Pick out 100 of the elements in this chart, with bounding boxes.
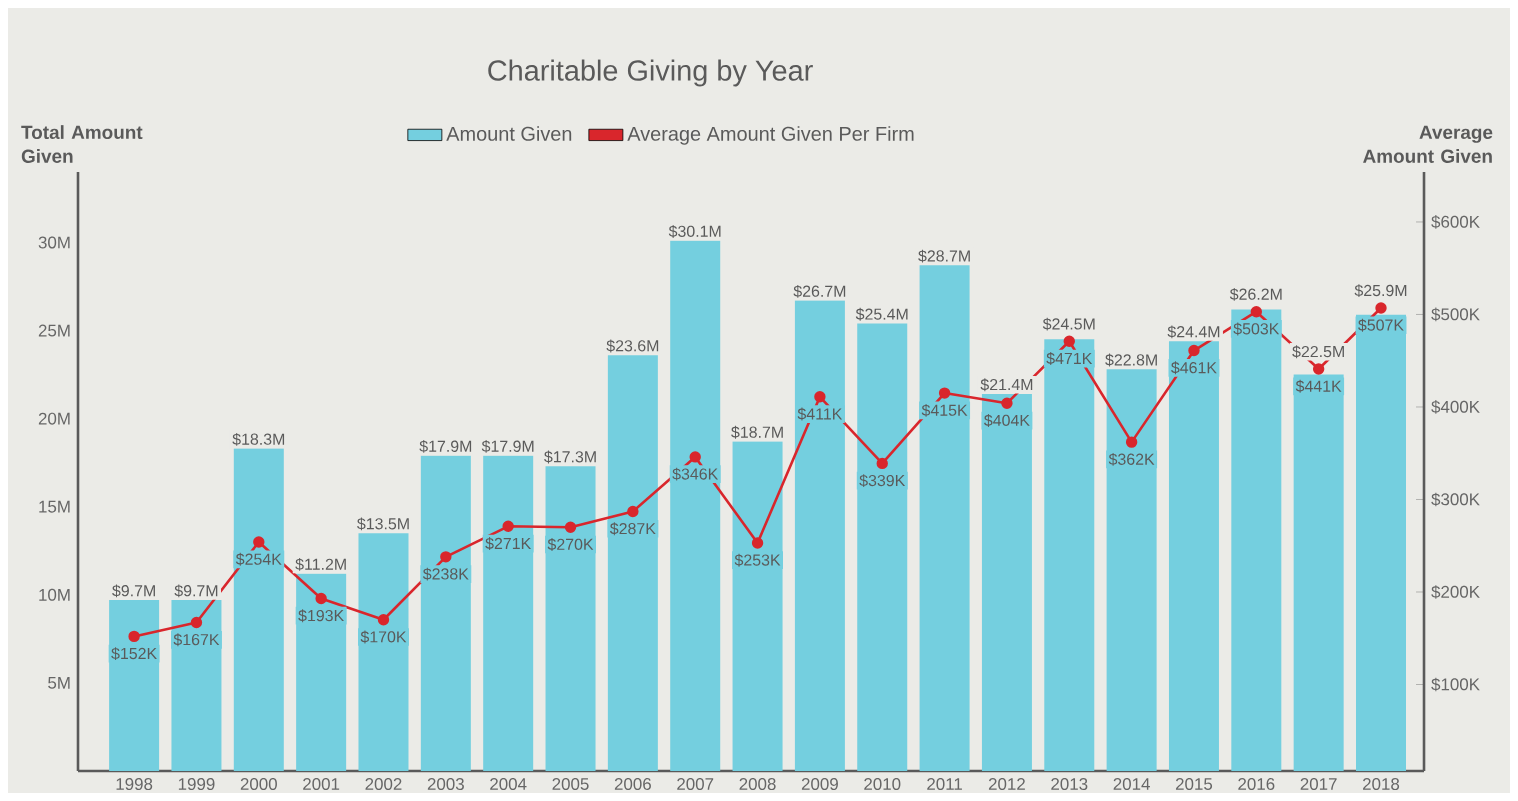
data-label: $271K: [485, 537, 532, 550]
x-tick-label: 1998: [116, 778, 153, 791]
x-tick-label: 2007: [677, 778, 714, 791]
bar: [607, 355, 658, 771]
data-label: $404K: [984, 414, 1030, 427]
data-label: $415K: [921, 403, 968, 417]
point: [190, 616, 203, 629]
bar: [1168, 341, 1219, 771]
data-label: $26.7M: [793, 284, 846, 298]
bar: [420, 455, 471, 771]
bar: [981, 393, 1032, 771]
y2-tick-label: $100K: [1431, 677, 1480, 692]
y-axis-title: Total Amount Given: [21, 125, 143, 163]
data-label: $13.5M: [357, 517, 409, 531]
x-tick-label: 2009: [801, 778, 838, 791]
point: [1250, 305, 1263, 318]
data-label: $339K: [859, 474, 906, 488]
point: [128, 630, 140, 643]
point: [814, 391, 826, 403]
bar: [732, 441, 783, 771]
x-tick-label: 2010: [864, 778, 901, 791]
data-label: $25.9M: [1354, 284, 1407, 298]
data-label: $193K: [298, 609, 344, 623]
data-label: $238K: [422, 567, 469, 581]
x-tick-label: 1999: [178, 778, 215, 791]
data-label: $22.8M: [1105, 353, 1157, 367]
bar: [670, 240, 721, 771]
point: [1001, 397, 1013, 409]
data-label: $21.4M: [980, 378, 1033, 392]
data-label: $270K: [547, 538, 594, 551]
x-tick-label: 2005: [552, 778, 589, 791]
x-tick-label: 2008: [739, 778, 776, 791]
x-tick-label: 2004: [490, 778, 527, 791]
data-label: $26.2M: [1229, 287, 1282, 301]
data-label: $152K: [111, 647, 157, 661]
x-tick-label: 2013: [1051, 778, 1088, 791]
y-tick-label: 10M: [39, 588, 70, 601]
data-label: $11.2M: [295, 557, 346, 571]
point: [938, 387, 951, 399]
point: [377, 614, 390, 626]
y-tick-label: 25M: [38, 324, 70, 337]
y2-tick-label: $200K: [1431, 585, 1480, 599]
x-tick-label: 2016: [1238, 778, 1275, 791]
data-label: $18.7M: [731, 425, 783, 439]
y2-tick-label: $500K: [1431, 307, 1480, 322]
x-tick-label: 2002: [365, 778, 402, 791]
data-label: $346K: [672, 467, 719, 481]
bar: [1231, 309, 1282, 771]
data-label: $362K: [1108, 452, 1155, 466]
data-label: $9.7M: [174, 584, 218, 598]
data-label: $287K: [609, 522, 656, 536]
legend-label: Amount Given: [446, 126, 572, 141]
legend-label: Average Amount Given Per Firm: [627, 126, 914, 145]
bar: [233, 448, 284, 771]
point: [1125, 436, 1138, 448]
bar: [1044, 339, 1095, 771]
point: [1312, 363, 1325, 375]
point: [253, 536, 265, 548]
bar: [1356, 314, 1406, 771]
data-label: $471K: [1046, 352, 1093, 365]
y2-tick-label: $300K: [1431, 492, 1480, 507]
data-label: $22.5M: [1292, 345, 1344, 359]
data-label: $411K: [797, 407, 843, 421]
x-tick-label: 2006: [614, 778, 651, 791]
data-label: $9.7M: [112, 584, 155, 598]
data-label: $24.4M: [1167, 325, 1220, 339]
chart-title: Charitable Giving by Year: [488, 59, 813, 87]
data-label: $441K: [1295, 379, 1342, 393]
data-label: $253K: [734, 553, 781, 567]
data-label: $17.9M: [419, 439, 472, 453]
data-label: $24.5M: [1042, 317, 1095, 331]
data-label: $23.6M: [606, 339, 659, 353]
point: [751, 537, 764, 549]
point: [564, 521, 577, 533]
data-label: $167K: [173, 633, 220, 647]
x-tick-label: 2017: [1300, 778, 1337, 791]
data-label: $507K: [1358, 318, 1404, 332]
data-label: $18.3M: [232, 432, 285, 446]
y-tick-label: 15M: [39, 500, 70, 513]
data-label: $254K: [235, 552, 282, 566]
bar: [483, 455, 534, 771]
x-tick-label: 2018: [1363, 778, 1400, 791]
bar: [1293, 374, 1344, 771]
point: [1188, 344, 1200, 357]
data-label: $170K: [360, 630, 407, 644]
point: [876, 457, 888, 470]
point: [1375, 302, 1387, 314]
x-tick-label: 2001: [303, 778, 340, 791]
point: [627, 505, 639, 518]
data-label: $503K: [1233, 322, 1280, 336]
data-label: $30.1M: [668, 224, 721, 238]
bar: [171, 600, 222, 771]
data-label: $17.3M: [544, 450, 596, 464]
y-tick-label: 5M: [48, 677, 70, 689]
data-label: $461K: [1171, 361, 1217, 375]
x-tick-label: 2000: [240, 778, 277, 791]
point: [1063, 335, 1075, 347]
data-label: $25.4M: [855, 307, 908, 321]
y2-axis-title: Average Amount Given: [1363, 125, 1493, 163]
y2-tick-label: $400K: [1431, 400, 1480, 414]
